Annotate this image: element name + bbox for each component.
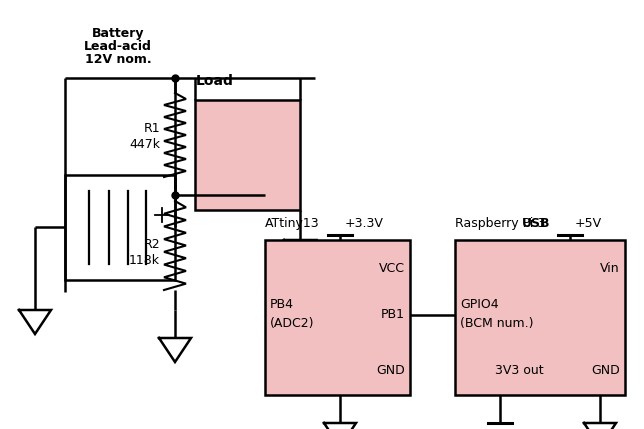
Text: R1: R1 xyxy=(144,121,160,135)
Bar xyxy=(195,100,300,210)
Bar xyxy=(265,240,410,395)
Text: GND: GND xyxy=(591,363,620,377)
Text: ATtiny13: ATtiny13 xyxy=(265,217,319,230)
Text: (ADC2): (ADC2) xyxy=(270,317,314,329)
Text: Load: Load xyxy=(196,74,234,88)
Text: USB: USB xyxy=(522,217,550,230)
Text: 12V nom.: 12V nom. xyxy=(85,53,151,66)
Text: Raspberry Pi 3: Raspberry Pi 3 xyxy=(455,217,545,230)
Text: Vin: Vin xyxy=(600,262,620,275)
Text: 118k: 118k xyxy=(129,254,160,266)
Text: PB4: PB4 xyxy=(270,299,294,311)
Bar xyxy=(65,175,175,280)
Text: VCC: VCC xyxy=(379,262,405,275)
Text: 447k: 447k xyxy=(129,138,160,151)
Text: GPIO4: GPIO4 xyxy=(460,299,498,311)
Text: Battery: Battery xyxy=(91,27,144,40)
Text: (BCM num.): (BCM num.) xyxy=(460,317,533,329)
Text: +5V: +5V xyxy=(575,217,602,230)
Text: 3V3 out: 3V3 out xyxy=(495,363,544,377)
Bar xyxy=(455,240,625,395)
Text: Lead-acid: Lead-acid xyxy=(84,40,152,53)
Text: PB1: PB1 xyxy=(381,308,405,321)
Text: R2: R2 xyxy=(144,238,160,251)
Text: +3.3V: +3.3V xyxy=(345,217,384,230)
Text: GND: GND xyxy=(376,363,405,377)
